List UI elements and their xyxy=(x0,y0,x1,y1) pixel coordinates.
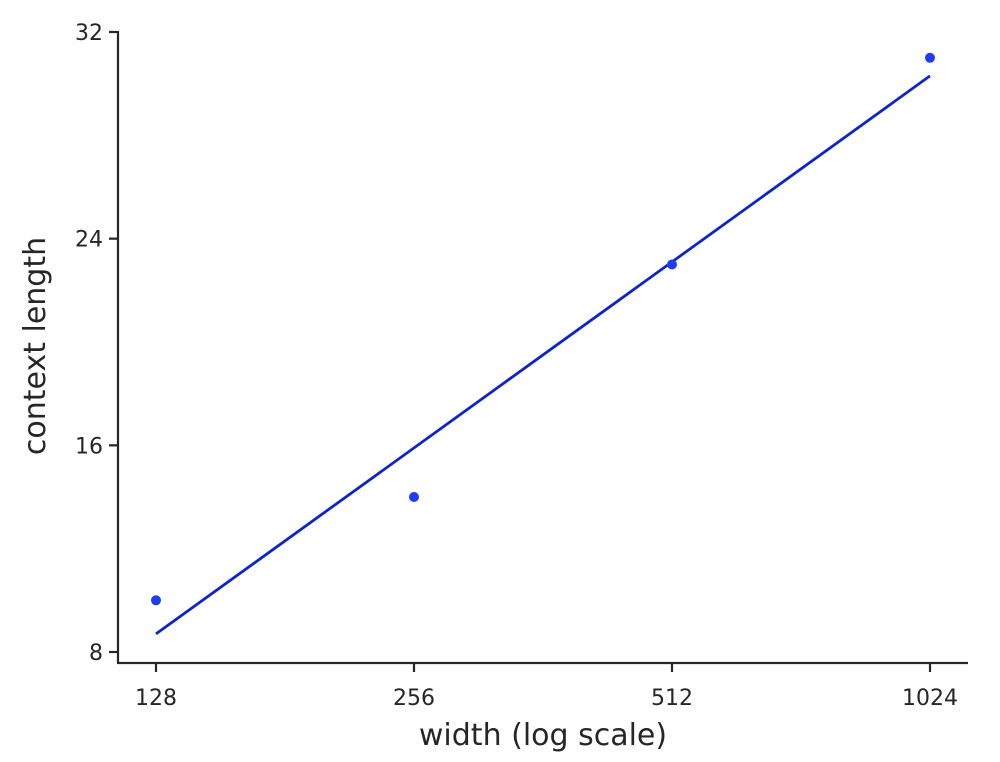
data-point xyxy=(667,259,677,270)
x-tick-label: 256 xyxy=(393,686,435,711)
x-tick-label: 128 xyxy=(135,686,177,711)
fit-line xyxy=(155,74,931,636)
data-point xyxy=(925,52,935,63)
data-point xyxy=(409,492,419,502)
y-tick-label: 8 xyxy=(89,641,103,666)
x-tick-label: 1024 xyxy=(902,686,958,711)
y-tick-label: 32 xyxy=(75,21,103,46)
x-axis-title: width (log scale) xyxy=(419,718,667,753)
plot-area xyxy=(151,52,935,636)
x-tick-label: 512 xyxy=(651,686,693,711)
y-tick-label: 16 xyxy=(75,434,103,459)
x-axis-ticks: 128 256 512 1024 xyxy=(135,663,958,711)
y-axis-ticks: 8 16 24 32 xyxy=(75,21,118,666)
data-point xyxy=(151,595,161,606)
y-axis-title: context length xyxy=(18,237,53,455)
y-tick-label: 24 xyxy=(75,228,103,253)
